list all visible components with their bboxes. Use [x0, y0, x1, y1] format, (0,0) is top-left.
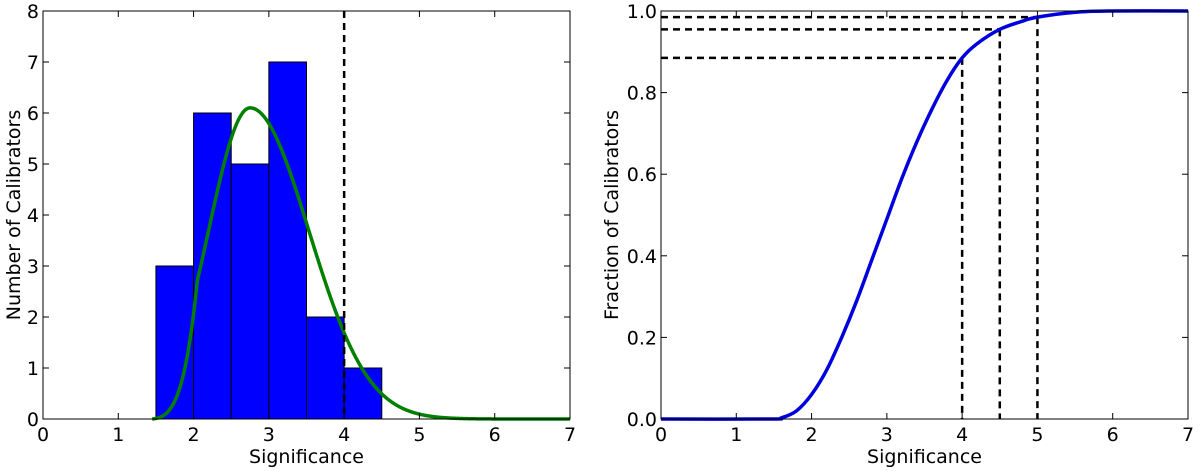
histogram-x-tick-label: 7 [564, 424, 576, 446]
cumulative-y-tick-label: 0.4 [627, 246, 657, 268]
cumulative-x-tick-label: 7 [1182, 424, 1194, 446]
cumulative-panel: 0 1 2 3 4 5 6 70.00.20.40.60.81.0 Significance … [601, 1, 1194, 468]
cumulative-x-tick-label: 2 [806, 424, 818, 446]
cumulative-y-tick-label: 1.0 [627, 1, 657, 23]
histogram-x-tick-label: 6 [489, 424, 501, 446]
cumulative-y-tick-label: 0.6 [627, 164, 657, 186]
histogram-x-tick-label: 0 [37, 424, 49, 446]
histogram-y-tick-label: 3 [27, 256, 39, 278]
cumulative-x-axis-label: Significance [867, 446, 982, 468]
cumulative-x-tick-label: 4 [956, 424, 968, 446]
histogram-y-tick-label: 7 [27, 52, 39, 74]
histogram-ticks: 0 1 2 3 4 5 6 7 0 1 2 3 4 5 6 7 8 [27, 1, 576, 446]
cumulative-x-tick-label: 3 [881, 424, 893, 446]
histogram-bar [155, 265, 195, 420]
cumulative-x-tick-label: 5 [1031, 424, 1043, 446]
histogram-panel: 0 1 2 3 4 5 6 7 0 1 2 3 4 5 6 7 8 Significance Number of… [3, 1, 576, 468]
histogram-y-tick-label: 4 [27, 205, 39, 227]
cumulative-y-axis-label: Fraction of Calibrators [601, 110, 623, 320]
histogram-y-tick-label: 6 [27, 103, 39, 125]
histogram-x-tick-label: 2 [188, 424, 200, 446]
cumulative-y-tick-label: 0.2 [627, 327, 657, 349]
histogram-x-tick-label: 5 [413, 424, 425, 446]
cumulative-x-tick-label: 1 [730, 424, 742, 446]
cumulative-x-tick-label: 6 [1107, 424, 1119, 446]
histogram-y-tick-label: 0 [27, 409, 39, 431]
cumulative-ticks: 0 1 2 3 4 5 6 7 0.0 0.2 0.4 0.6 0.8 1.0 [627, 1, 1194, 446]
histogram-y-axis-label: Number of Calibrators [3, 110, 25, 320]
histogram-y-tick-label: 1 [27, 358, 39, 380]
histogram-plot-area [152, 11, 570, 421]
histogram-x-tick-label: 1 [112, 424, 124, 446]
histogram-x-tick-label: 4 [338, 424, 350, 446]
histogram-bar [230, 163, 270, 420]
cumulative-axes-frame [660, 10, 1189, 420]
histogram-y-tick-label: 5 [27, 154, 39, 176]
cumulative-x-tick-label: 0 [655, 424, 667, 446]
cumulative-plot-area [660, 9, 1189, 421]
histogram-bar [268, 61, 308, 420]
histogram-x-tick-label: 3 [263, 424, 275, 446]
cumulative-y-tick-label: 0.0 [627, 409, 657, 431]
histogram-x-axis-label: Significance [249, 446, 364, 468]
histogram-y-tick-label: 8 [27, 1, 39, 23]
cumulative-series-line [660, 9, 1189, 421]
cumulative-y-tick-label: 0.8 [627, 83, 657, 105]
histogram-bar [306, 316, 345, 420]
histogram-bar [343, 367, 383, 420]
histogram-y-tick-label: 2 [27, 307, 39, 329]
